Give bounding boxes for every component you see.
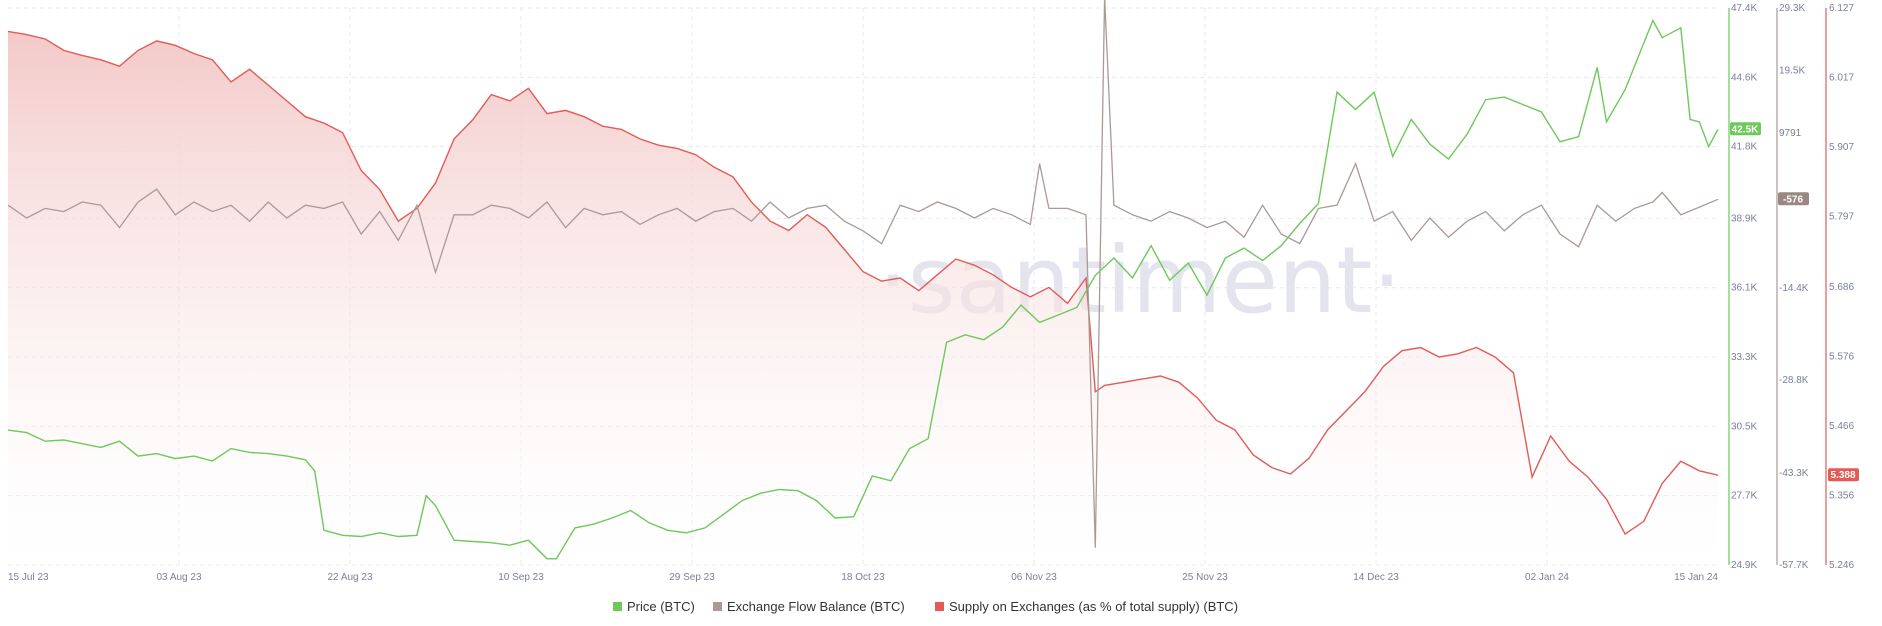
price-tick-label: 41.8K — [1731, 142, 1757, 153]
legend-item[interactable]: Price (BTC) — [613, 599, 695, 614]
price-tick-label: 30.5K — [1731, 421, 1757, 432]
legend-label: Exchange Flow Balance (BTC) — [727, 599, 905, 614]
series-layer — [7, 0, 1719, 565]
price-tick-label: 24.9K — [1731, 560, 1757, 571]
x-tick-label: 14 Dec 23 — [1353, 572, 1399, 583]
flow-tick-label: -43.3K — [1779, 468, 1809, 479]
flow-tick-label: 9791 — [1779, 128, 1802, 139]
x-tick-label: 18 Oct 23 — [841, 572, 885, 583]
flow-tick-label: -57.7K — [1779, 560, 1809, 571]
axes-layer: 15 Jul 23 03 Aug 23 22 Aug 23 10 Sep 23 29 S… — [8, 3, 1859, 583]
flow-last-value-label: -576 — [1783, 194, 1803, 205]
supply-tick-label: 5.686 — [1829, 282, 1854, 293]
supply-area — [8, 31, 1718, 565]
supply-tick-label: 6.127 — [1829, 3, 1854, 14]
x-tick-label: 10 Sep 23 — [498, 572, 544, 583]
price-tick-label: 47.4K — [1731, 3, 1757, 14]
flow-tick-label: 19.5K — [1779, 66, 1805, 77]
x-tick-label: 03 Aug 23 — [156, 572, 201, 583]
price-tick-label: 27.7K — [1731, 491, 1757, 502]
legend: Price (BTC) Exchange Flow Balance (BTC) Su… — [613, 599, 1238, 614]
supply-tick-label: 5.907 — [1829, 142, 1854, 153]
exchange-flow-line — [7, 0, 1719, 548]
supply-tick-label: 5.466 — [1829, 421, 1854, 432]
price-tick-label: 38.9K — [1731, 213, 1757, 224]
legend-label: Supply on Exchanges (as % of total suppl… — [949, 599, 1238, 614]
price-line — [7, 18, 1719, 560]
x-tick-label: 29 Sep 23 — [669, 572, 715, 583]
legend-swatch — [935, 602, 944, 611]
supply-last-value-label: 5.388 — [1830, 470, 1855, 481]
x-tick-label: 15 Jul 23 — [8, 572, 49, 583]
price-tick-label: 44.6K — [1731, 72, 1757, 83]
price-last-value-badge — [1730, 122, 1761, 136]
flow-tick-label: 29.3K — [1779, 3, 1805, 14]
supply-tick-label: 5.356 — [1829, 490, 1854, 501]
supply-tick-label: 5.246 — [1829, 560, 1854, 571]
price-last-value-label: 42.5K — [1732, 124, 1759, 135]
legend-swatch — [613, 602, 622, 611]
price-tick-label: 33.3K — [1731, 352, 1757, 363]
x-tick-label: 06 Nov 23 — [1011, 572, 1057, 583]
flow-tick-label: -28.8K — [1779, 375, 1809, 386]
supply-last-value-badge — [1828, 468, 1859, 482]
legend-label: Price (BTC) — [627, 599, 695, 614]
flow-last-value-badge — [1778, 192, 1809, 206]
x-tick-label: 02 Jan 24 — [1525, 572, 1569, 583]
x-tick-label: 15 Jan 24 — [1674, 572, 1718, 583]
legend-swatch — [713, 602, 722, 611]
x-tick-label: 25 Nov 23 — [1182, 572, 1228, 583]
legend-item[interactable]: Exchange Flow Balance (BTC) — [713, 599, 905, 614]
legend-item[interactable]: Supply on Exchanges (as % of total suppl… — [935, 599, 1238, 614]
supply-tick-label: 6.017 — [1829, 73, 1854, 84]
supply-tick-label: 5.576 — [1829, 351, 1854, 362]
flow-tick-label: -14.4K — [1779, 283, 1809, 294]
supply-line — [7, 30, 1719, 536]
price-tick-label: 36.1K — [1731, 283, 1757, 294]
x-tick-label: 22 Aug 23 — [327, 572, 372, 583]
supply-tick-label: 5.797 — [1829, 212, 1854, 223]
